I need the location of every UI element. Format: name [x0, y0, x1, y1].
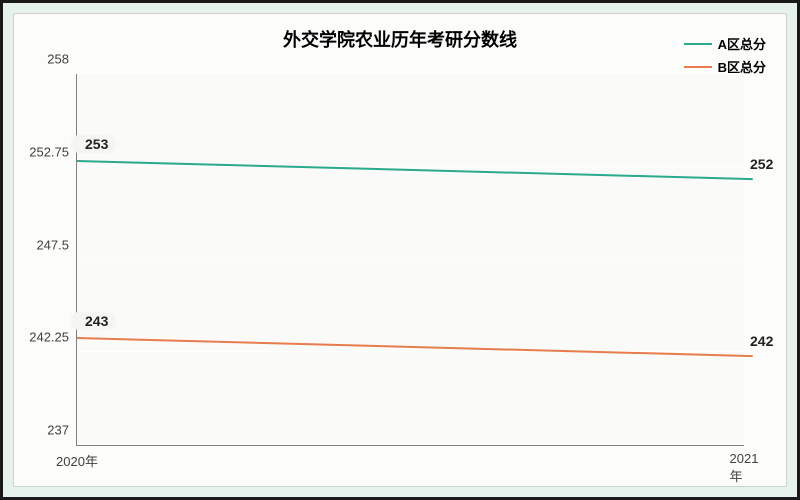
x-tick-label: 2021年 [730, 445, 759, 485]
chart-panel: 外交学院农业历年考研分数线 A区总分 B区总分 237 242.25 247.5… [13, 13, 787, 487]
legend-swatch-b [684, 66, 712, 68]
series-line-a [77, 160, 753, 180]
y-tick-label: 247.5 [36, 237, 77, 252]
y-tick-label: 258 [47, 52, 77, 67]
gridline [77, 73, 744, 74]
y-tick-label: 237 [47, 423, 77, 438]
legend-item-a: A区总分 [684, 34, 766, 53]
point-label-a-0: 253 [71, 135, 116, 153]
gridline [77, 166, 744, 167]
gridline [77, 259, 744, 260]
point-label-b-0: 243 [71, 312, 116, 330]
legend-swatch-a [684, 43, 712, 45]
y-tick-label: 242.25 [29, 330, 77, 345]
plot-area: 237 242.25 247.5 252.75 258 2020年 2021年 … [76, 74, 744, 446]
x-tick-label: 2020年 [56, 445, 98, 470]
point-label-b-1: 242 [750, 333, 773, 349]
series-line-b [77, 337, 753, 357]
legend-label-a: A区总分 [718, 34, 766, 53]
chart-title: 外交学院农业历年考研分数线 [14, 26, 786, 52]
gridline [77, 444, 744, 445]
point-label-a-1: 252 [750, 156, 773, 172]
y-tick-label: 252.75 [29, 144, 77, 159]
